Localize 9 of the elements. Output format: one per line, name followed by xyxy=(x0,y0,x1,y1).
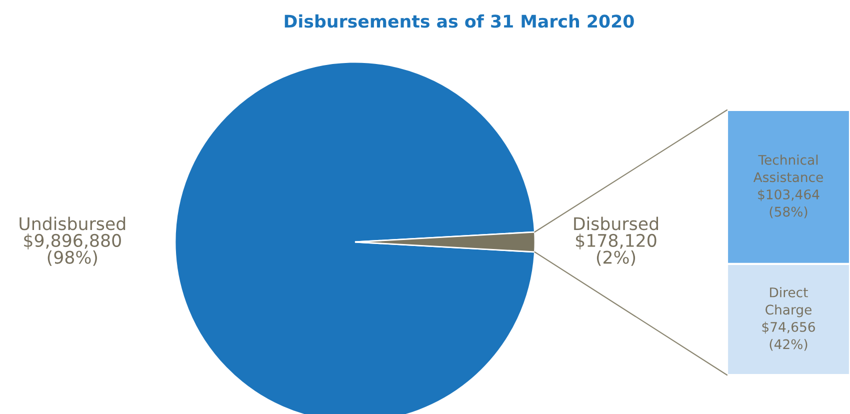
data-label: $103,464 (58%) xyxy=(758,189,820,218)
chart-title: Disbursements as of 31 March 2020 xyxy=(284,14,634,28)
data-label: $178,120 (2%) xyxy=(576,234,656,266)
slice-label: Disbursed xyxy=(574,216,658,230)
series-label: Direct Charge xyxy=(766,287,812,318)
slice-label: Undisbursed xyxy=(20,216,126,230)
series-label: Technical Assistance xyxy=(753,154,823,182)
data-label: $74,656 (42%) xyxy=(762,322,815,351)
data-label: $9,896,880 (98%) xyxy=(24,234,121,266)
